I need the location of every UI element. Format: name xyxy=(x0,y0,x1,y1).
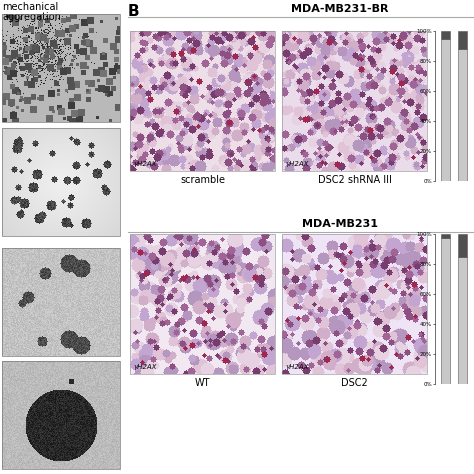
Text: γH2AX: γH2AX xyxy=(285,161,309,167)
Bar xyxy=(282,31,427,171)
Bar xyxy=(2,128,120,236)
Text: aggregation: aggregation xyxy=(2,12,61,22)
Bar xyxy=(130,31,275,171)
Bar xyxy=(2,14,120,122)
Text: mechanical: mechanical xyxy=(2,2,58,12)
Text: γH2AX: γH2AX xyxy=(285,364,309,370)
Text: WT: WT xyxy=(195,378,210,388)
Bar xyxy=(282,234,427,374)
Text: γH2AX: γH2AX xyxy=(133,364,156,370)
Text: MDA-MB231: MDA-MB231 xyxy=(302,219,378,229)
Bar xyxy=(458,256,467,384)
Text: scramble: scramble xyxy=(180,175,225,185)
Bar xyxy=(441,234,450,238)
Text: MDA-MB231-BR: MDA-MB231-BR xyxy=(291,4,389,14)
Text: DSC2 shRNA III: DSC2 shRNA III xyxy=(318,175,392,185)
Bar xyxy=(130,234,275,374)
Bar xyxy=(441,31,450,38)
Bar xyxy=(458,31,467,49)
Text: γH2AX: γH2AX xyxy=(133,161,156,167)
Bar xyxy=(458,49,467,181)
Bar xyxy=(458,234,467,256)
Bar xyxy=(2,248,120,356)
Text: B: B xyxy=(128,4,140,19)
Bar xyxy=(441,38,450,181)
Bar xyxy=(441,238,450,384)
Bar xyxy=(2,361,120,469)
Text: DSC2: DSC2 xyxy=(341,378,368,388)
